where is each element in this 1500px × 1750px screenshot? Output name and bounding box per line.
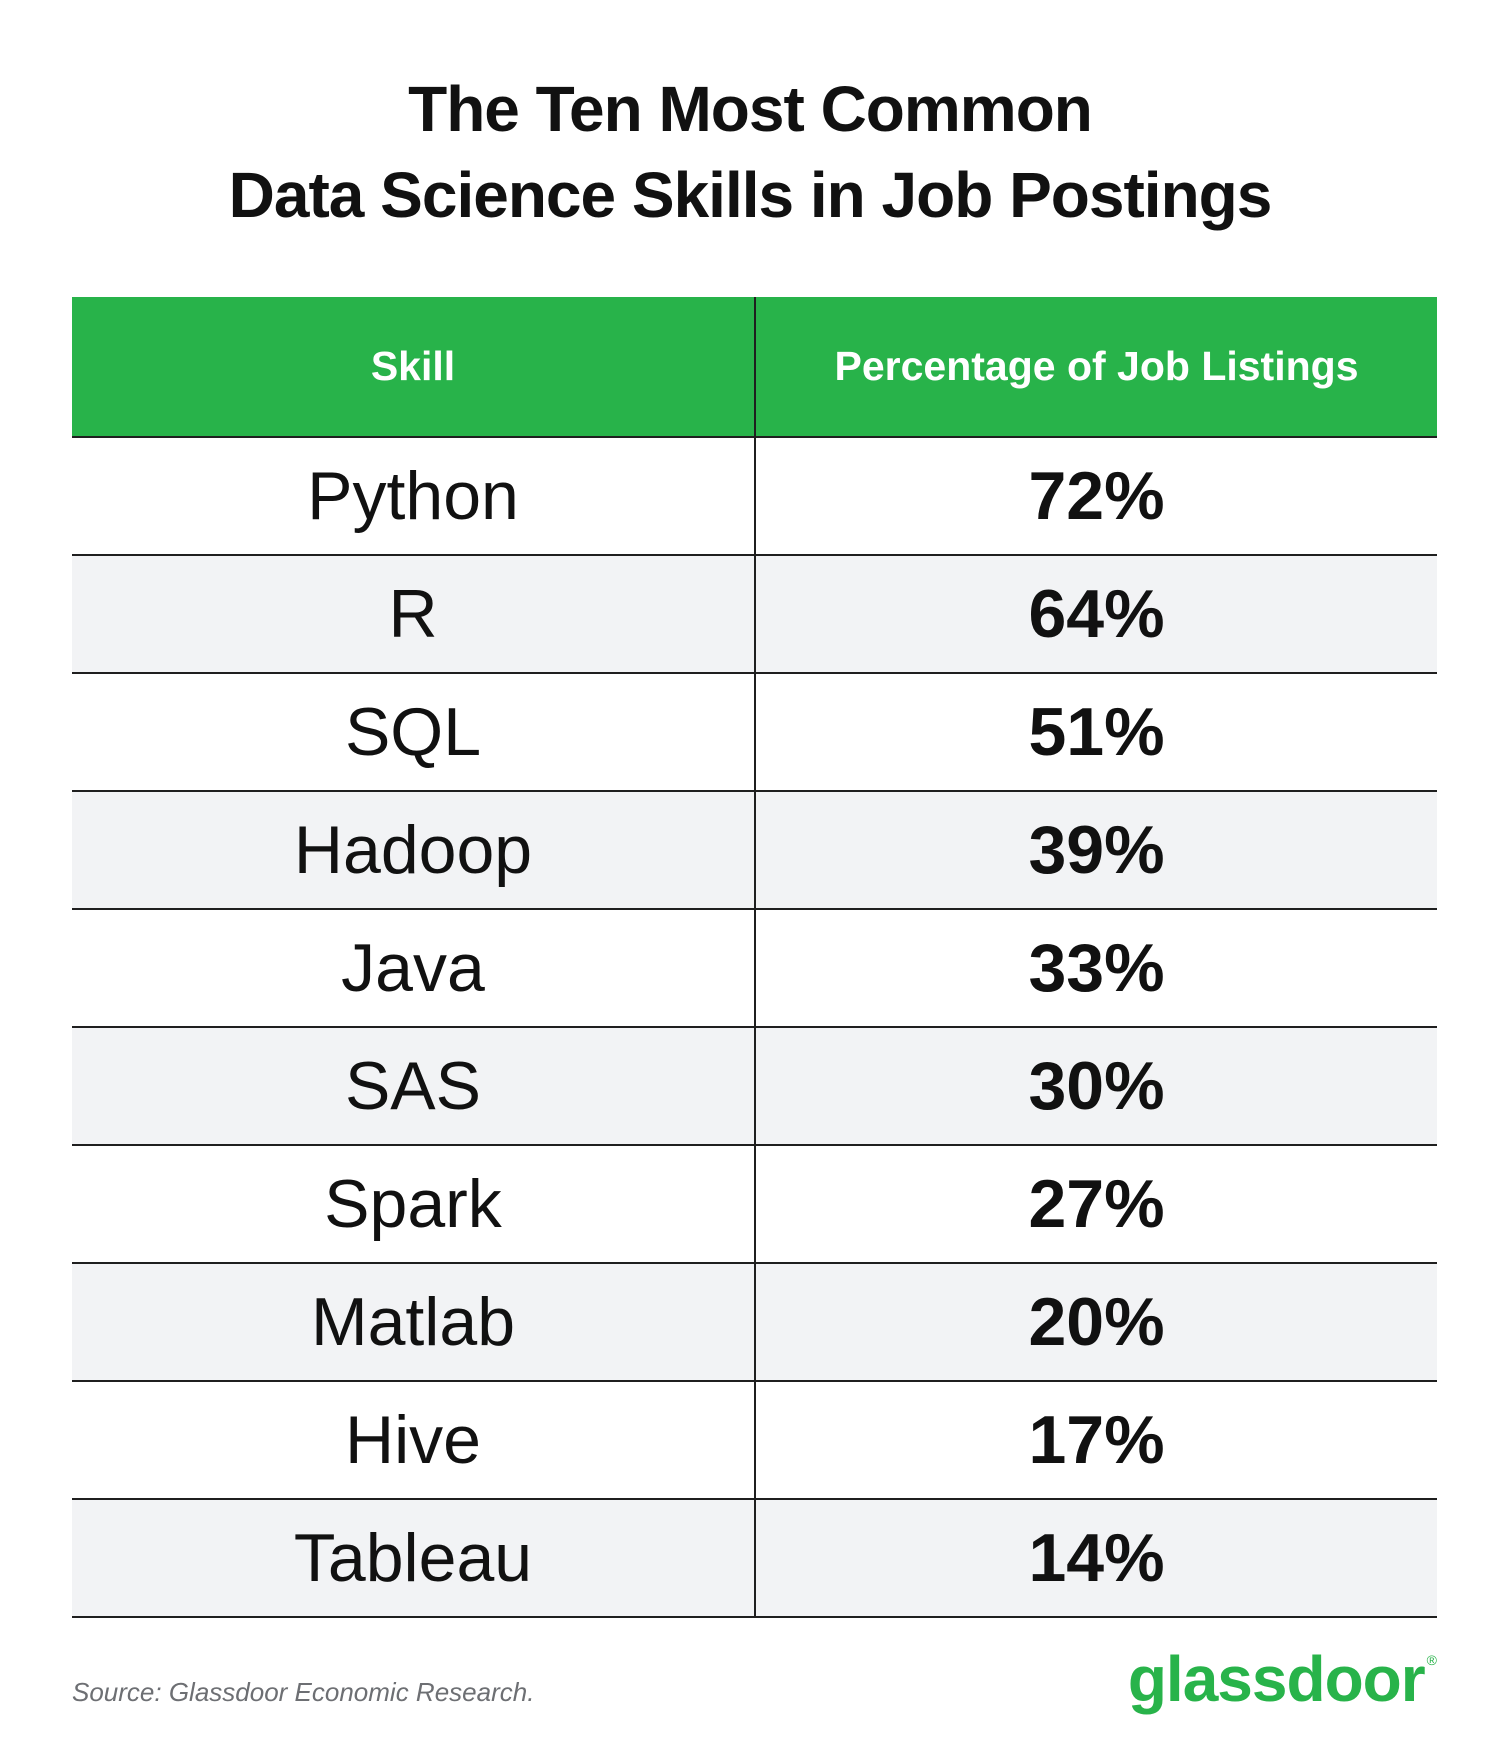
table-row: Java 33% [72,909,1437,1028]
skills-table-container: Skill Percentage of Job Listings Python 7… [72,297,1437,1618]
glassdoor-logo: glassdoor ® [1128,1647,1437,1711]
skill-cell: Hive [72,1381,756,1500]
table-row: Hive 17% [72,1381,1437,1500]
table-row: SAS 30% [72,1027,1437,1146]
skill-cell: SQL [72,673,756,792]
percentage-cell: 17% [755,1381,1437,1500]
table-row: Spark 27% [72,1145,1437,1264]
title-line-1: The Ten Most Common [408,73,1093,145]
table-header: Skill Percentage of Job Listings [72,297,1437,438]
percentage-cell: 30% [755,1027,1437,1146]
percentage-cell: 51% [755,673,1437,792]
title-line-2: Data Science Skills in Job Postings [228,159,1273,231]
table-body: Python 72% R 64% SQL 51% Hadoop 39% Java 33% SAS 30… [72,437,1437,1618]
table-row: Hadoop 39% [72,791,1437,910]
table-row: R 64% [72,555,1437,674]
skill-cell: Spark [72,1145,756,1264]
table-row: Matlab 20% [72,1263,1437,1382]
registered-mark: ® [1426,1652,1437,1668]
percentage-cell: 64% [755,555,1437,674]
table-row: Python 72% [72,437,1437,556]
column-header-skill: Skill [72,297,756,438]
logo-text: glassdoor [1127,1643,1426,1715]
header-row: Skill Percentage of Job Listings [72,297,1437,438]
percentage-cell: 33% [755,909,1437,1028]
percentage-cell: 14% [755,1499,1437,1618]
skills-table: Skill Percentage of Job Listings Python 7… [72,297,1437,1618]
skill-cell: SAS [72,1027,756,1146]
skill-cell: Python [72,437,756,556]
percentage-cell: 72% [755,437,1437,556]
skill-cell: Matlab [72,1263,756,1382]
skill-cell: Java [72,909,756,1028]
column-header-percentage: Percentage of Job Listings [755,297,1437,438]
table-row: Tableau 14% [72,1499,1437,1618]
skill-cell: Hadoop [72,791,756,910]
percentage-cell: 20% [755,1263,1437,1382]
percentage-cell: 39% [755,791,1437,910]
skill-cell: Tableau [72,1499,756,1618]
table-row: SQL 51% [72,673,1437,792]
chart-title: The Ten Most Common Data Science Skills … [0,66,1500,238]
percentage-cell: 27% [755,1145,1437,1264]
skill-cell: R [72,555,756,674]
source-note: Source: Glassdoor Economic Research. [72,1677,535,1707]
